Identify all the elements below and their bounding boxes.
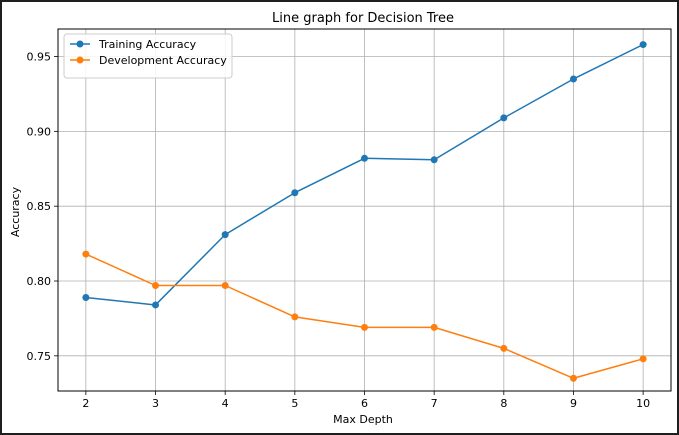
data-point-0	[291, 189, 299, 197]
legend: Training Accuracy Development Accuracy	[63, 33, 233, 79]
data-point-1	[221, 281, 229, 289]
legend-label-0: Training Accuracy	[98, 38, 197, 51]
data-point-0	[152, 301, 160, 309]
data-point-1	[152, 281, 160, 289]
y-tick-label: 0.80	[27, 275, 52, 288]
data-point-0	[639, 41, 647, 49]
x-tick-label: 7	[431, 397, 438, 410]
axis-ticks: 2 3 4 5 6 7 8 9 10 0.75 0.80 0.85 0.90 0.95	[27, 51, 651, 410]
x-tick-label: 6	[361, 397, 368, 410]
legend-box	[63, 33, 233, 79]
data-point-1	[291, 313, 299, 321]
x-tick-label: 9	[570, 397, 577, 410]
data-point-1	[361, 323, 368, 331]
x-tick-label: 5	[291, 397, 298, 410]
x-tick-label: 3	[152, 397, 159, 410]
grid-lines	[58, 29, 671, 391]
data-point-0	[569, 75, 577, 83]
data-point-1	[569, 374, 577, 382]
series-layer	[82, 41, 647, 382]
data-point-0	[82, 293, 90, 301]
legend-marker-0	[76, 40, 84, 48]
data-point-1	[82, 250, 90, 258]
data-point-1	[639, 355, 647, 363]
x-tick-label: 4	[222, 397, 229, 410]
data-point-0	[361, 154, 368, 162]
legend-marker-1	[76, 56, 84, 64]
chart-title: Line graph for Decision Tree	[272, 11, 454, 26]
x-tick-label: 10	[636, 397, 650, 410]
data-point-0	[500, 114, 508, 122]
x-axis-label: Max Depth	[333, 413, 393, 426]
x-tick-label: 2	[82, 397, 89, 410]
data-point-0	[430, 156, 438, 164]
y-tick-label: 0.85	[27, 200, 52, 213]
x-tick-label: 8	[500, 397, 507, 410]
y-axis-label: Accuracy	[9, 186, 22, 237]
legend-label-1: Development Accuracy	[99, 54, 227, 67]
y-tick-label: 0.95	[27, 51, 52, 64]
data-point-1	[500, 344, 508, 352]
y-tick-label: 0.90	[27, 125, 52, 138]
data-point-0	[221, 231, 229, 239]
data-point-1	[430, 323, 438, 331]
y-tick-label: 0.75	[27, 350, 52, 363]
